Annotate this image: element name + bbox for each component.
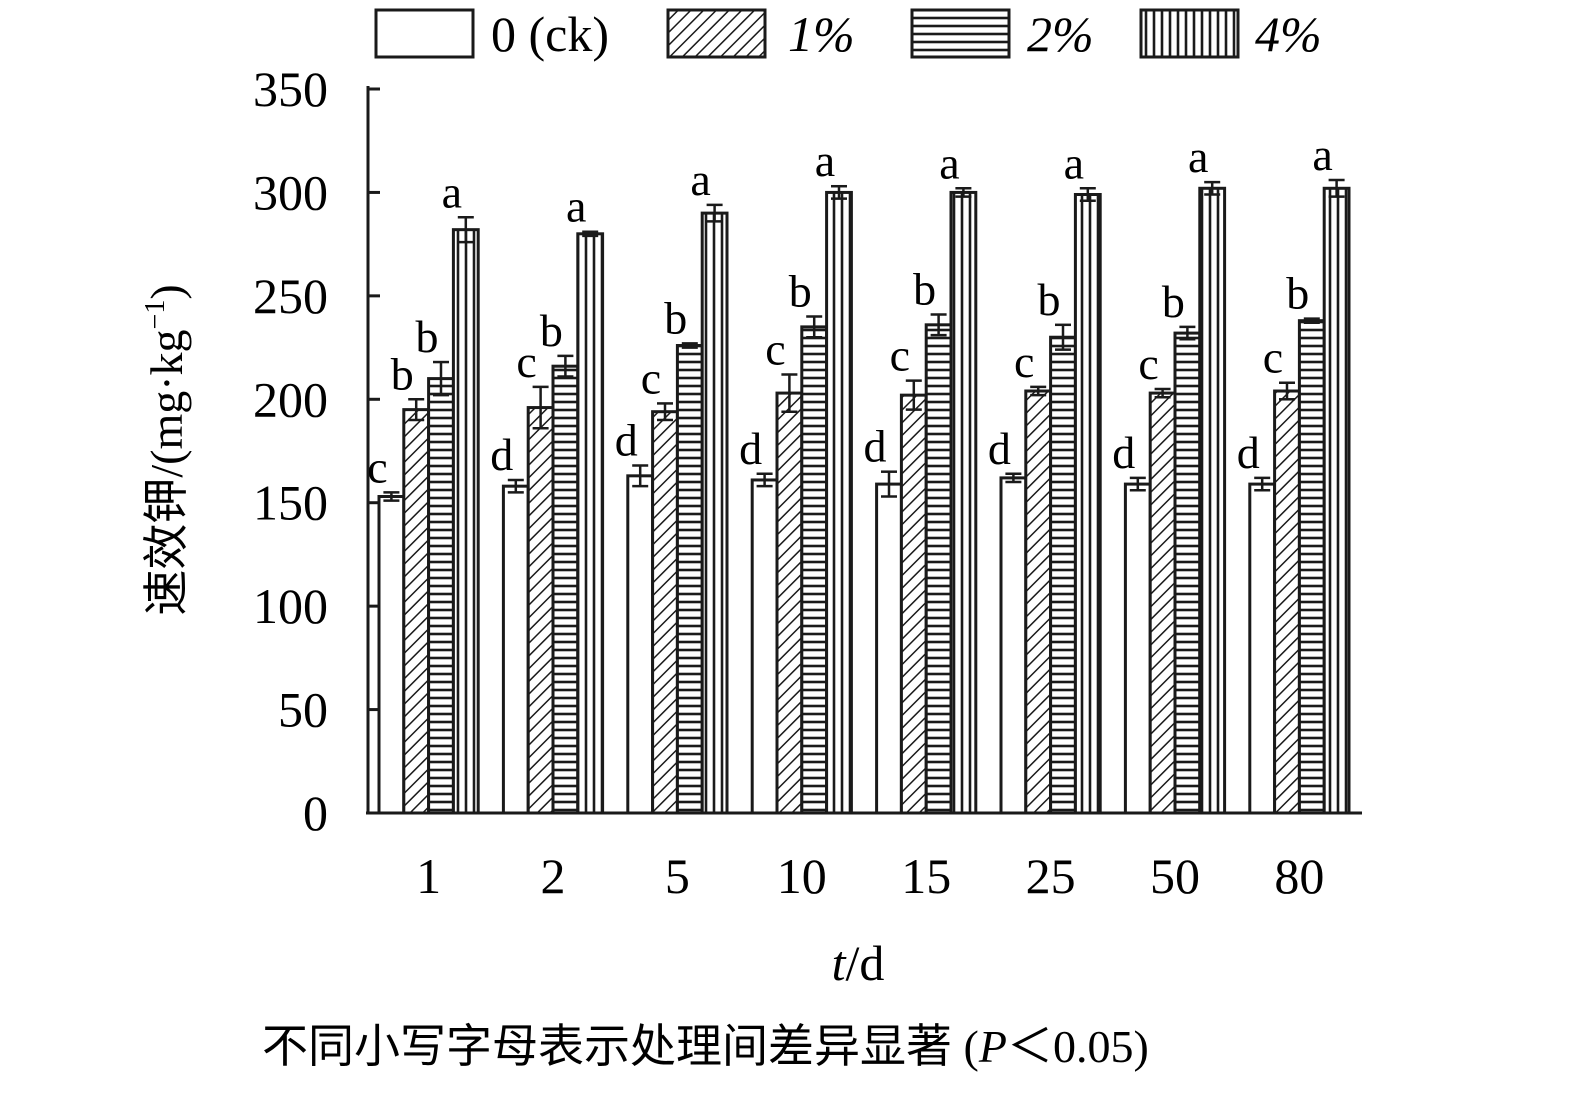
legend-label-ck: 0 (ck) [491, 6, 609, 62]
significance-letter: a [1188, 131, 1208, 182]
significance-letter: a [1064, 137, 1084, 188]
bar-3-2 [700, 211, 729, 815]
y-tick-label: 150 [253, 475, 328, 531]
significance-letter: d [1237, 427, 1260, 478]
y-tick-label: 100 [253, 578, 328, 634]
bar-0-7 [1248, 482, 1277, 815]
bar-3-1 [576, 232, 605, 815]
significance-letter: c [890, 330, 910, 381]
footnote-rest: ＜0.05) [1006, 1021, 1149, 1072]
significance-letter: b [1286, 268, 1309, 319]
x-tick-label: 15 [901, 848, 951, 904]
significance-letter: c [1263, 332, 1283, 383]
bar-2-7 [1297, 319, 1326, 815]
y-tick-label: 0 [303, 785, 328, 841]
significance-letter: d [490, 429, 513, 480]
significance-letter: c [1014, 336, 1034, 387]
significance-letter: a [815, 135, 835, 186]
bar-0-1 [501, 484, 530, 815]
bar-3-6 [1198, 186, 1227, 815]
y-axis-label: 速效钾/(mg·kg−1) [140, 284, 192, 615]
bar-2-2 [675, 344, 704, 815]
bar-3-3 [825, 190, 853, 815]
significance-letter: a [442, 166, 462, 217]
significance-letter: c [1138, 338, 1158, 389]
legend-swatch-4pct [1139, 8, 1240, 59]
significance-letter: d [864, 421, 887, 472]
significance-letter: b [391, 348, 414, 399]
x-tick-label: 2 [541, 848, 566, 904]
bar-3-5 [1073, 192, 1102, 815]
significance-letter: b [1162, 276, 1185, 327]
bar-2-4 [924, 323, 953, 815]
significance-letter: c [765, 323, 785, 374]
bar-2-6 [1173, 331, 1202, 815]
significance-letter: a [566, 181, 586, 232]
x-tick-label: 80 [1274, 848, 1324, 904]
bar-0-6 [1123, 482, 1152, 815]
x-tick-label: 25 [1026, 848, 1076, 904]
significance-letter: c [367, 441, 387, 492]
significance-letter: a [690, 154, 710, 205]
footnote-p: P [978, 1021, 1007, 1072]
significance-letter: d [988, 423, 1011, 474]
bar-0-2 [626, 474, 655, 815]
significance-letter: d [739, 423, 762, 474]
bar-2-1 [551, 364, 580, 815]
significance-letter: b [664, 292, 687, 343]
x-axis-label: t/d [832, 935, 885, 991]
bar-3-0 [451, 228, 480, 815]
significance-letter: d [1112, 427, 1135, 478]
legend-label-2pct: 2% [1027, 6, 1094, 62]
bar-1-7 [1273, 389, 1301, 815]
bar-0-4 [875, 482, 903, 815]
footnote: 不同小写字母表示处理间差异显著 (P＜0.05) [262, 1010, 1149, 1076]
bar-1-4 [899, 393, 928, 815]
bar-1-0 [402, 408, 431, 815]
significance-letter: b [540, 305, 563, 356]
bar-2-3 [800, 325, 829, 815]
legend-label-1pct: 1% [788, 6, 855, 62]
x-tick-labels: 1 2 5 10 15 25 50 80 [416, 848, 1324, 904]
bar-0-5 [999, 476, 1028, 815]
bar-3-4 [949, 190, 978, 815]
x-tick-label: 10 [777, 848, 827, 904]
bar-3-7 [1322, 186, 1351, 815]
bar-1-3 [775, 391, 804, 815]
bar-1-1 [526, 406, 555, 815]
significance-letter: a [939, 137, 959, 188]
y-tick-label: 250 [253, 268, 328, 324]
footnote-text: 不同小写字母表示处理间差异显著 ( [262, 1021, 979, 1072]
significance-letter: b [913, 263, 936, 314]
legend-swatch-ck [374, 8, 475, 59]
y-tick-label: 300 [253, 164, 328, 220]
x-tick-label: 1 [416, 848, 441, 904]
significance-letter: d [615, 414, 638, 465]
legend: 0 (ck) 1% 2% 4% [374, 6, 1322, 62]
bar-1-2 [651, 410, 679, 815]
x-tick-label: 5 [665, 848, 690, 904]
bar-1-6 [1148, 391, 1177, 815]
y-tick-label: 200 [253, 371, 328, 427]
x-tick-label: 50 [1150, 848, 1200, 904]
significance-letter: a [1312, 129, 1332, 180]
y-tick-label: 350 [253, 61, 328, 117]
bar-0-0 [377, 495, 406, 815]
significance-letter: c [641, 352, 661, 403]
significance-letter: b [416, 311, 439, 362]
significance-letter: c [516, 336, 536, 387]
significance-letter: b [789, 266, 812, 317]
y-ticks: 0 50 100 150 200 250 300 350 [253, 61, 380, 841]
legend-label-4pct: 4% [1255, 6, 1322, 62]
y-tick-label: 50 [278, 682, 328, 738]
legend-swatch-1pct [666, 8, 767, 59]
bar-1-5 [1024, 389, 1053, 815]
legend-swatch-2pct [910, 8, 1011, 59]
significance-letter: b [1038, 274, 1061, 325]
bar-2-0 [427, 377, 455, 815]
bar-0-3 [750, 478, 779, 815]
bar-2-5 [1049, 335, 1077, 815]
